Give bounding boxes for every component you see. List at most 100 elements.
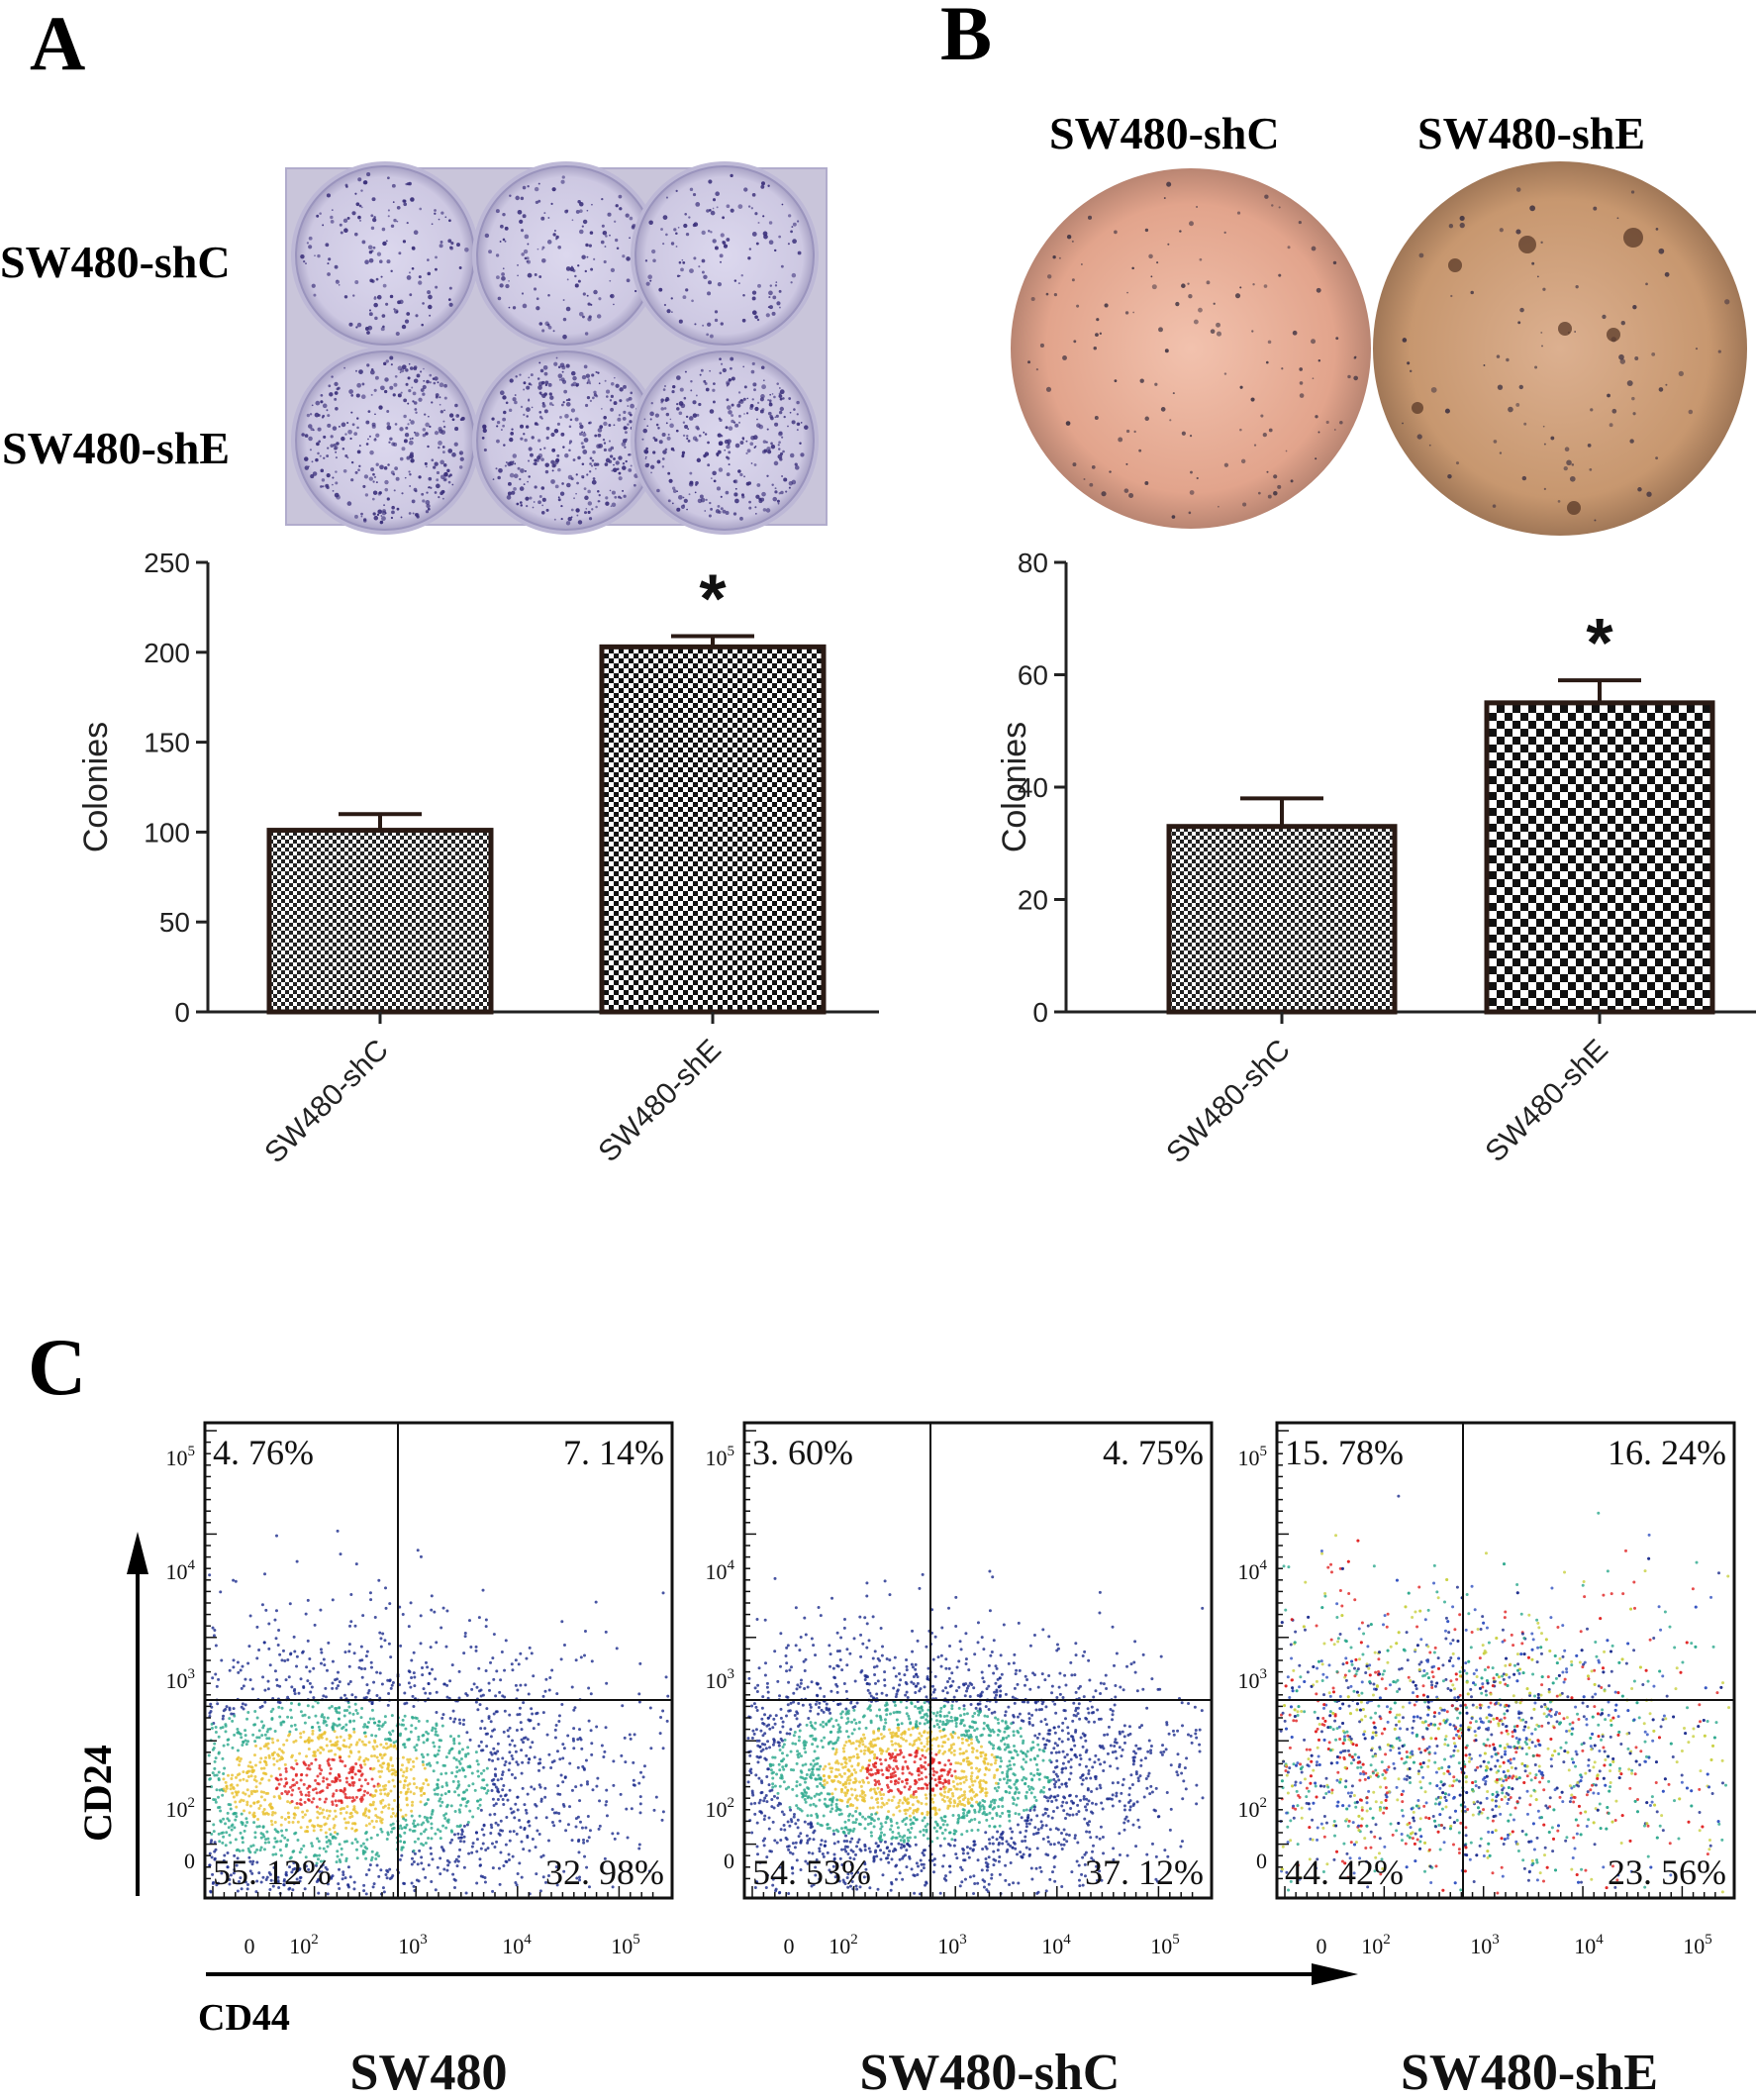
event-dot xyxy=(979,1745,983,1749)
event-dot xyxy=(879,1822,883,1826)
agar-colony-dot xyxy=(1273,474,1278,479)
event-dot xyxy=(924,1793,927,1797)
event-dot xyxy=(280,1816,284,1820)
event-dot xyxy=(470,1687,474,1691)
event-dot xyxy=(405,1803,409,1807)
colony-dot xyxy=(541,329,545,333)
event-dot xyxy=(343,1764,347,1768)
colony-dot xyxy=(543,409,548,414)
colony-dot xyxy=(492,478,495,481)
event-dot xyxy=(392,1826,396,1830)
colony-dot xyxy=(634,483,636,487)
event-dot xyxy=(327,1641,331,1645)
colony-dot xyxy=(328,257,332,261)
colony-dot xyxy=(387,176,390,180)
event-dot xyxy=(984,1787,988,1791)
colony-dot xyxy=(319,454,322,457)
colony-dot xyxy=(613,401,618,405)
agar-colony-dot xyxy=(1099,332,1103,336)
colony-dot xyxy=(347,429,352,435)
agar-colony-dot xyxy=(1602,314,1607,320)
colony-dot xyxy=(496,425,499,428)
event-dot xyxy=(1066,1738,1070,1742)
event-dot xyxy=(496,1742,500,1746)
colony-dot xyxy=(528,447,533,451)
colony-dot xyxy=(341,422,346,428)
event-dot xyxy=(572,1727,576,1731)
event-dot xyxy=(398,1734,402,1738)
colony-dot xyxy=(616,247,620,250)
colony-dot xyxy=(403,398,408,403)
flow-plot-sw480-shc: 3. 60% 4. 75%54. 53% 37. 12%01021031041050… xyxy=(706,1421,1214,2100)
event-dot xyxy=(323,1663,327,1667)
event-dot xyxy=(290,1716,294,1720)
agar-colony-dot xyxy=(1123,488,1129,493)
event-dot xyxy=(269,1710,273,1714)
event-dot xyxy=(518,1712,522,1716)
event-dot xyxy=(327,1757,331,1761)
colony-dot xyxy=(768,399,772,403)
event-dot xyxy=(490,1788,494,1792)
colony-dot xyxy=(662,450,667,454)
event-dot xyxy=(443,1817,447,1821)
agar-colony-dot xyxy=(1253,444,1257,447)
colony-dot xyxy=(391,510,395,515)
colony-dot xyxy=(520,468,525,473)
event-dot xyxy=(364,1873,368,1877)
colony-dot xyxy=(356,322,362,328)
agar-colony-dot xyxy=(1483,364,1486,366)
event-dot xyxy=(238,1763,242,1767)
event-dot xyxy=(494,1694,498,1698)
colony-dot xyxy=(570,383,574,387)
event-dot xyxy=(507,1857,511,1861)
colony-dot xyxy=(309,413,313,416)
event-dot xyxy=(237,1670,241,1674)
event-dot xyxy=(1034,1762,1038,1766)
event-dot xyxy=(554,1811,558,1815)
colony-dot xyxy=(538,275,542,278)
event-dot xyxy=(413,1851,417,1855)
colony-dot xyxy=(621,442,627,447)
event-dot xyxy=(322,1815,326,1819)
event-dot xyxy=(419,1614,423,1618)
event-dot xyxy=(288,1856,292,1860)
agar-colony-dot xyxy=(1540,331,1543,334)
event-dot xyxy=(791,1787,795,1791)
agar-colony-dot xyxy=(1133,430,1136,434)
event-dot xyxy=(222,1744,226,1748)
colony-dot xyxy=(671,502,674,505)
colony-dot xyxy=(701,270,705,274)
colony-dot xyxy=(728,463,731,466)
colony-dot xyxy=(413,401,418,405)
colony-dot xyxy=(761,450,766,454)
event-dot xyxy=(789,1665,793,1669)
event-dot xyxy=(523,1803,527,1807)
event-dot xyxy=(248,1850,252,1854)
event-dot xyxy=(323,1800,327,1804)
colony-dot xyxy=(331,209,334,211)
colony-dot xyxy=(380,327,385,332)
event-dot xyxy=(273,1669,277,1673)
event-dot xyxy=(264,1608,268,1612)
event-dot xyxy=(244,1734,247,1738)
colony-dot xyxy=(570,370,576,376)
event-dot xyxy=(984,1780,988,1784)
event-dot xyxy=(561,1756,565,1760)
colony-dot xyxy=(392,201,395,203)
event-dot xyxy=(854,1770,858,1774)
event-dot xyxy=(415,1743,419,1747)
colony-dot xyxy=(422,302,425,305)
colony-dot xyxy=(350,460,354,464)
event-dot xyxy=(493,1767,497,1771)
colony-dot xyxy=(779,387,781,389)
event-dot xyxy=(417,1879,421,1883)
colony-dot xyxy=(779,406,784,412)
event-dot xyxy=(262,1641,266,1645)
event-dot xyxy=(244,1729,247,1733)
event-dot xyxy=(515,1760,519,1764)
colony-dot xyxy=(615,383,620,388)
event-dot xyxy=(576,1765,580,1769)
event-dot xyxy=(350,1822,354,1826)
colony-dot xyxy=(523,381,527,385)
colony-dot xyxy=(562,334,567,340)
